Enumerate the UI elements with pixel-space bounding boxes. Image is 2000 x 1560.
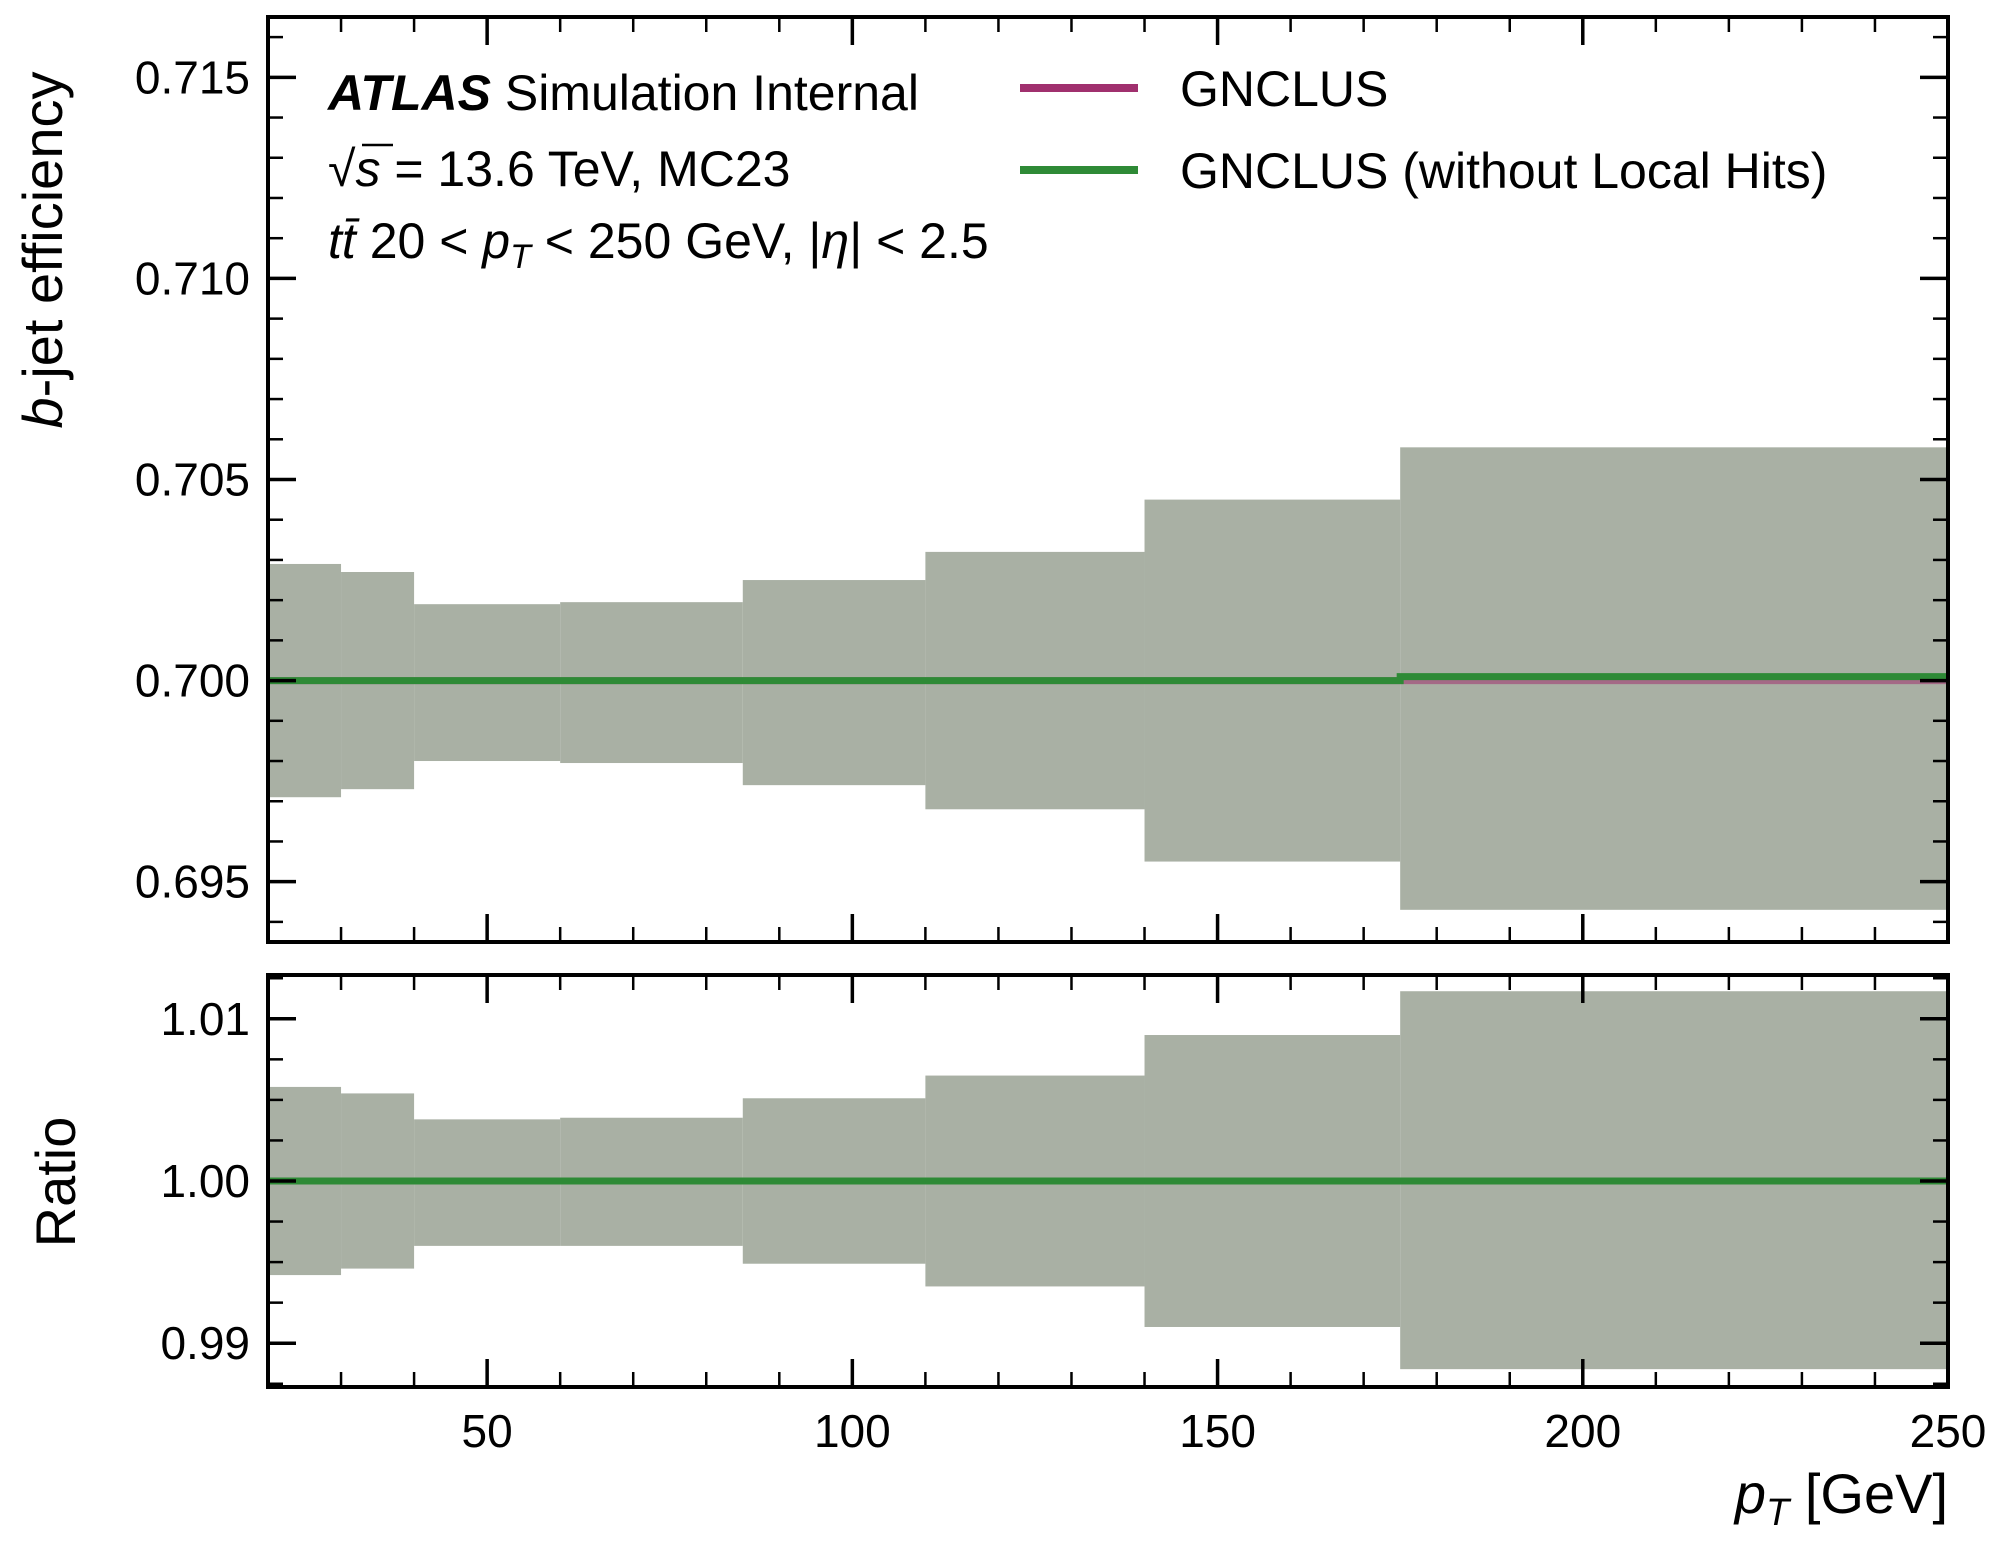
- x-tick-label: 250: [1910, 1405, 1987, 1457]
- main-y-tick-label: 0.695: [135, 856, 250, 908]
- atlas-label: ATLAS Simulation Internal: [326, 65, 919, 121]
- legend-label-gnclus: GNCLUS: [1180, 61, 1388, 117]
- main-series-lines: [268, 673, 1948, 685]
- main-panel: 0.695 0.700 0.705 0.710 0.715 b-jet efficien…: [11, 15, 1950, 944]
- svg-text:√s = 13.6 TeV, MC23: √s = 13.6 TeV, MC23: [328, 141, 790, 197]
- x-tick-labels: 50 100 150 200 250: [462, 1405, 1987, 1457]
- energy-label: √s = 13.6 TeV, MC23: [328, 141, 790, 197]
- x-tick-label: 50: [462, 1405, 513, 1457]
- sqrt-symbol: √: [328, 141, 356, 197]
- x-tick-label: 150: [1179, 1405, 1256, 1457]
- ratio-y-tick-label: 0.99: [160, 1317, 250, 1369]
- legend-label-gnclus-no-local-hits: GNCLUS (without Local Hits): [1180, 143, 1827, 199]
- legend: GNCLUS GNCLUS (without Local Hits): [1020, 61, 1827, 199]
- main-y-tick-label: 0.715: [135, 51, 250, 103]
- main-y-tick-label: 0.700: [135, 655, 250, 707]
- legend-item-gnclus: GNCLUS: [1020, 61, 1388, 117]
- legend-item-gnclus-no-local-hits: GNCLUS (without Local Hits): [1020, 143, 1827, 199]
- main-y-tick-labels: 0.695 0.700 0.705 0.710 0.715: [135, 51, 250, 907]
- x-axis-title: pT [GeV]: [1733, 1462, 1948, 1534]
- main-series-line-1: [268, 673, 1948, 685]
- ratio-panel: 0.99 1.00 1.01 50 100 150 200 250 Ratio pT [Ge…: [24, 973, 1987, 1534]
- main-y-axis-title: b-jet efficiency: [11, 72, 74, 429]
- main-y-tick-label: 0.705: [135, 454, 250, 506]
- selection-label: tt̄ 20 < pT < 250 GeV, |η| < 2.5: [328, 213, 989, 276]
- ratio-y-tick-label: 1.01: [160, 993, 250, 1045]
- ratio-y-axis-title: Ratio: [24, 1117, 87, 1248]
- ratio-ticks: [266, 975, 1950, 1387]
- x-tick-label: 100: [814, 1405, 891, 1457]
- ratio-y-tick-label: 1.00: [160, 1155, 250, 1207]
- main-ticks: [266, 17, 1950, 942]
- ratio-y-tick-labels: 0.99 1.00 1.01: [160, 993, 250, 1369]
- x-tick-label: 200: [1544, 1405, 1621, 1457]
- main-y-tick-label: 0.710: [135, 252, 250, 304]
